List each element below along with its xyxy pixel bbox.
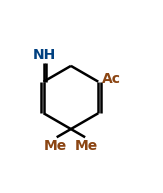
Text: Me: Me: [75, 139, 98, 153]
Text: Me: Me: [44, 139, 67, 153]
Text: NH: NH: [33, 48, 56, 62]
Text: Ac: Ac: [102, 72, 121, 86]
